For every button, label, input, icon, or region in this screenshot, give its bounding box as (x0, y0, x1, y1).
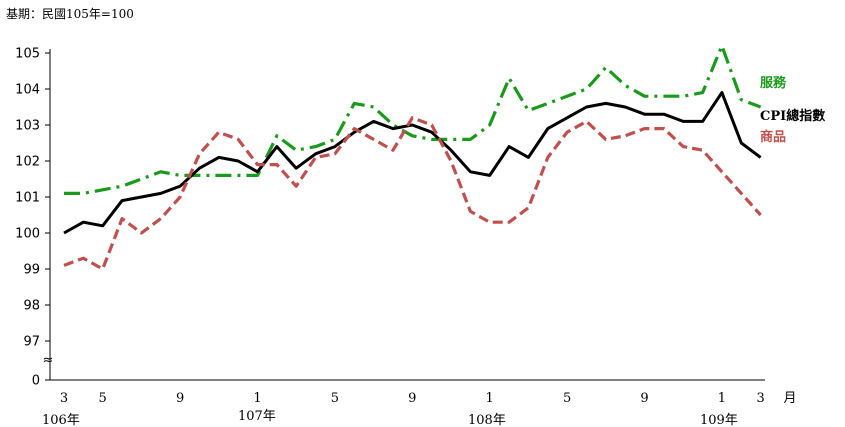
x-tick-label: 9 (176, 391, 184, 406)
y-axis: 0 97 98 99 100 101 102 103 104 105 ≈ (15, 47, 53, 389)
x-tick-label: 5 (563, 391, 571, 406)
year-label: 107年 (238, 409, 276, 424)
series-line-1 (63, 91, 762, 235)
legend-entry-2: 商品 (760, 129, 786, 145)
series-line-2 (63, 116, 762, 271)
x-tick-label: 1 (718, 391, 726, 406)
x-tick-label: 5 (99, 391, 107, 406)
year-label: 106年 (42, 413, 80, 427)
y-tick-label: 98 (23, 299, 40, 314)
y-tick-label: 97 (23, 335, 40, 350)
y-tick-label: 104 (15, 83, 40, 98)
y-tick-label: 101 (15, 191, 40, 206)
x-tick-label: 9 (640, 391, 648, 406)
x-tick-label: 1 (486, 391, 494, 406)
series-line-0 (64, 44, 762, 195)
x-unit-label: 月 (783, 391, 796, 406)
year-label: 109年 (700, 413, 738, 427)
x-tick-label: 9 (408, 391, 416, 406)
y-tick-label: 102 (15, 155, 40, 170)
y-tick-label: 99 (23, 263, 40, 278)
legend-entry-1: CPI總指數 (760, 108, 825, 124)
x-tick-label: 1 (253, 391, 261, 406)
series-layer (63, 44, 762, 271)
y-tick-label: 105 (15, 47, 40, 62)
y-tick-label: 103 (15, 119, 40, 134)
axis-break-icon: ≈ (43, 353, 54, 368)
x-tick-label: 3 (60, 391, 68, 406)
y-tick-label: 100 (15, 227, 40, 242)
legend-entry-0: 服務 (760, 75, 787, 91)
y-tick-label: 0 (32, 374, 40, 389)
base-period-note: 基期：民國105年=100 (6, 7, 134, 21)
x-tick-label: 3 (756, 391, 764, 406)
x-tick-label: 5 (331, 391, 339, 406)
year-label: 108年 (468, 413, 506, 427)
